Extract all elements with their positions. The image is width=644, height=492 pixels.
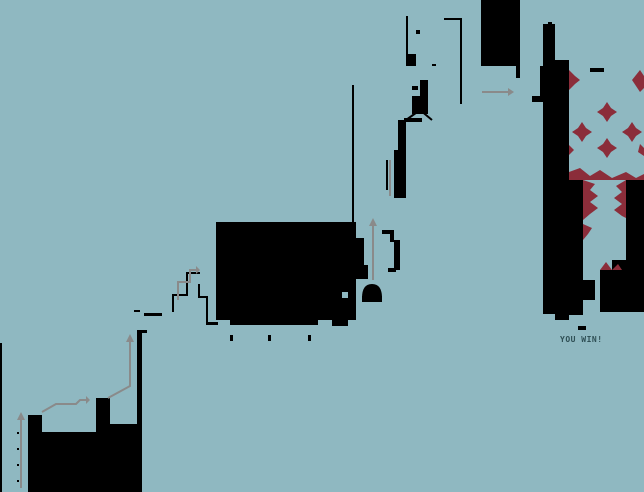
steps-middle [172,272,218,325]
ladder-triangle [405,108,433,121]
spike-icon [572,122,592,142]
hazard-spikes [569,70,644,270]
checkpoint-cutout [342,292,348,298]
arrow-icon [508,88,514,96]
ticks [17,40,545,482]
arrow-icon [126,334,134,342]
spike-icon [597,102,617,122]
spike-icon [638,144,644,156]
terrain-ladder [382,16,462,272]
spike-icon [622,122,642,142]
spike-icon [569,70,580,90]
win-label: YOU WIN! [560,335,603,344]
spike-edge [600,262,622,270]
path-hints [20,91,508,488]
terrain-right-tower [532,22,644,330]
spike-edge [583,180,598,220]
spike-edge [569,168,644,180]
arrow-icon [86,396,90,404]
arrow-icon [196,266,200,274]
terrain-left [0,310,162,492]
arrow-icon [369,218,377,226]
spike-edge [614,180,626,218]
spike-icon [569,145,574,155]
arrow-heads [17,88,514,420]
checkpoint-bell-icon [362,284,382,298]
terrain-top-pillar [481,0,520,78]
arrow-icon [17,412,25,420]
spike-icon [597,138,617,158]
terrain-central [216,85,382,341]
spike-icon [632,70,644,92]
spike-edge [583,224,592,240]
